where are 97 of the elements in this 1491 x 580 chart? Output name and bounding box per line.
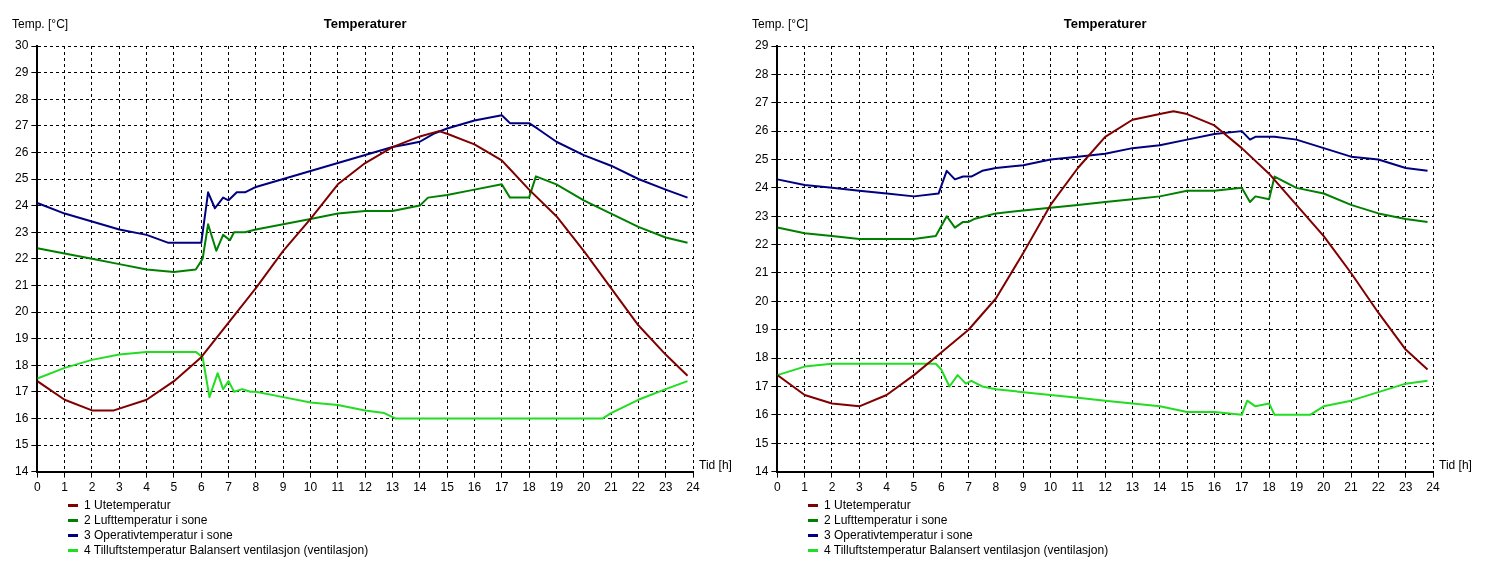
y-tick-label: 14 (14, 463, 29, 478)
legend-label: 4 Tilluftstemperatur Balansert ventilasjon (ventilasjon) (84, 543, 369, 558)
x-tick-label: 21 (604, 480, 619, 495)
legend-label: 2 Lufttemperatur i sone (824, 513, 948, 528)
x-tick-label: 22 (631, 480, 646, 495)
x-tick-label: 8 (992, 480, 1000, 495)
x-tick-label: 7 (225, 480, 233, 495)
legend-label: 3 Operativtemperatur i sone (84, 528, 233, 543)
x-tick-label: 1 (801, 480, 809, 495)
y-tick-label: 22 (754, 236, 769, 251)
x-tick-label: 20 (1317, 480, 1331, 495)
y-tick-label: 25 (754, 151, 769, 166)
y-tick-label: 17 (14, 384, 29, 399)
x-tick-label: 13 (385, 480, 400, 495)
x-tick-label: 7 (965, 480, 973, 495)
x-tick-label: 6 (937, 480, 945, 495)
y-tick-label: 16 (754, 407, 769, 422)
x-tick-label: 14 (1153, 480, 1167, 495)
x-tick-label: 18 (1262, 480, 1277, 495)
x-tick-label: 14 (413, 480, 427, 495)
x-tick-label: 24 (1426, 480, 1440, 495)
legend-label: 3 Operativtemperatur i sone (824, 528, 973, 543)
y-tick-label: 19 (754, 322, 769, 337)
x-tick-label: 15 (440, 480, 455, 495)
x-tick-label: 12 (1098, 480, 1113, 495)
x-tick-label: 11 (331, 480, 345, 495)
y-tick-label: 16 (14, 410, 29, 425)
y-tick-label: 17 (754, 378, 769, 393)
x-tick-label: 0 (34, 480, 41, 495)
y-tick-label: 27 (754, 95, 769, 110)
y-tick-label: 15 (14, 437, 29, 452)
x-tick-label: 4 (883, 480, 891, 495)
y-tick-label: 27 (14, 118, 29, 133)
x-tick-label: 13 (1125, 480, 1140, 495)
chart-title: Temperaturer (1063, 16, 1147, 31)
x-tick-label: 15 (1180, 480, 1195, 495)
x-tick-label: 22 (1371, 480, 1386, 495)
legend-label: 1 Utetemperatur (84, 498, 171, 513)
x-tick-label: 9 (1019, 480, 1027, 495)
y-axis-title: Temp. [°C] (12, 17, 69, 31)
x-tick-label: 0 (774, 480, 781, 495)
x-tick-label: 3 (115, 480, 123, 495)
x-tick-label: 1 (61, 480, 69, 495)
x-axis-title: Tid [h] (699, 457, 732, 472)
x-tick-label: 16 (1207, 480, 1222, 495)
y-tick-label: 29 (14, 64, 29, 79)
x-tick-label: 11 (1071, 480, 1085, 495)
y-tick-label: 23 (754, 208, 769, 223)
x-tick-label: 6 (197, 480, 205, 495)
y-tick-label: 26 (754, 123, 769, 138)
y-tick-label: 14 (754, 463, 769, 478)
x-tick-label: 23 (1399, 480, 1413, 495)
y-tick-label: 20 (14, 304, 29, 319)
x-tick-label: 5 (170, 480, 178, 495)
x-tick-label: 12 (358, 480, 373, 495)
y-tick-label: 28 (754, 66, 769, 81)
x-tick-label: 5 (910, 480, 918, 495)
y-tick-label: 22 (14, 251, 29, 266)
y-tick-label: 23 (14, 224, 29, 239)
x-tick-label: 17 (495, 480, 509, 495)
x-tick-label: 19 (1289, 480, 1304, 495)
legend-label: 4 Tilluftstemperatur Balansert ventilasjon (ventilasjon) (824, 543, 1109, 558)
y-tick-label: 15 (754, 435, 769, 450)
y-axis-title: Temp. [°C] (752, 17, 809, 31)
y-tick-label: 25 (14, 171, 29, 186)
legend-label: 2 Lufttemperatur i sone (84, 513, 208, 528)
y-tick-label: 18 (14, 357, 29, 372)
x-tick-label: 10 (303, 480, 318, 495)
x-tick-label: 4 (143, 480, 151, 495)
y-tick-label: 30 (14, 38, 29, 53)
y-tick-label: 24 (754, 180, 769, 195)
y-tick-label: 26 (14, 144, 29, 159)
x-tick-label: 2 (88, 480, 96, 495)
y-tick-label: 24 (14, 197, 29, 212)
x-tick-label: 20 (577, 480, 591, 495)
y-tick-label: 19 (14, 330, 29, 345)
x-axis-title: Tid [h] (1439, 457, 1472, 472)
y-tick-label: 29 (754, 38, 769, 53)
x-tick-label: 21 (1344, 480, 1359, 495)
x-tick-label: 3 (855, 480, 863, 495)
y-tick-label: 21 (754, 265, 769, 280)
y-tick-label: 18 (754, 350, 769, 365)
x-tick-label: 23 (659, 480, 673, 495)
x-tick-label: 9 (279, 480, 287, 495)
y-tick-label: 28 (14, 91, 29, 106)
x-tick-label: 17 (1235, 480, 1249, 495)
y-tick-label: 20 (754, 293, 769, 308)
legend-label: 1 Utetemperatur (824, 498, 911, 513)
x-tick-label: 16 (467, 480, 482, 495)
chart-title: Temperaturer (323, 16, 407, 31)
x-tick-label: 8 (252, 480, 260, 495)
y-tick-label: 21 (14, 277, 29, 292)
x-tick-label: 24 (686, 480, 700, 495)
x-tick-label: 2 (828, 480, 836, 495)
x-tick-label: 10 (1043, 480, 1058, 495)
x-tick-label: 18 (522, 480, 537, 495)
x-tick-label: 19 (549, 480, 564, 495)
